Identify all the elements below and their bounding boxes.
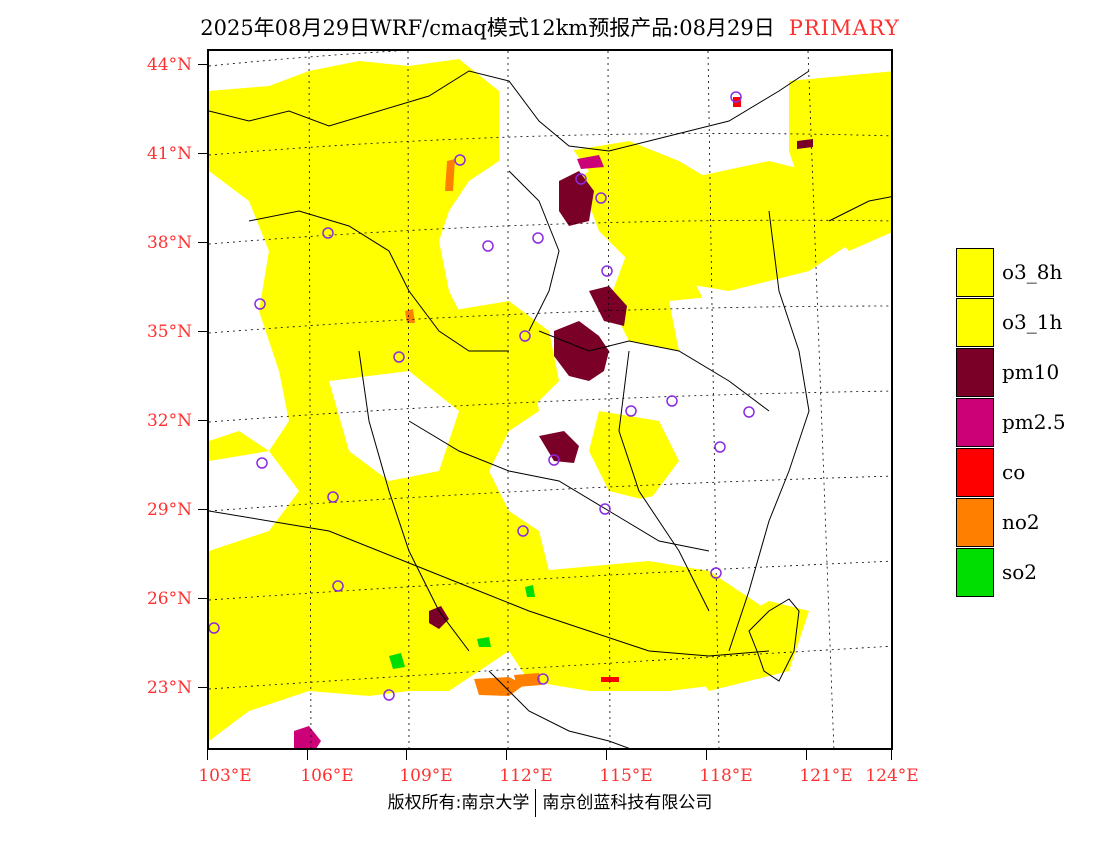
copyright-footer: 版权所有:南京大学 南京创蓝科技有限公司 xyxy=(0,788,1100,817)
lon-label-115: 115°E xyxy=(599,766,653,786)
pollution-map[interactable] xyxy=(207,49,893,750)
legend-swatch xyxy=(956,348,994,397)
legend-swatch xyxy=(956,498,994,547)
lat-label-35: 35°N xyxy=(146,322,192,342)
map-title: 2025年08月29日WRF/cmaq模式12km预报产品:08月29日 PRIM… xyxy=(0,12,1100,42)
copyright-owner: 版权所有:南京大学 xyxy=(387,793,530,813)
lon-label-106: 106°E xyxy=(300,766,354,786)
tick xyxy=(706,750,707,760)
lat-label-41: 41°N xyxy=(146,144,192,164)
tick xyxy=(198,153,208,154)
tick xyxy=(207,750,208,760)
legend-swatch xyxy=(956,548,994,597)
tick xyxy=(198,420,208,421)
tick xyxy=(406,750,407,760)
pm25-regions xyxy=(294,155,604,748)
legend-label: so2 xyxy=(1002,560,1038,584)
tick xyxy=(891,750,892,760)
pm10-regions xyxy=(429,139,813,629)
lat-label-26: 26°N xyxy=(146,589,192,609)
clear-regions xyxy=(209,131,891,611)
legend-swatch xyxy=(956,398,994,447)
legend-swatch xyxy=(956,248,994,297)
city-markers xyxy=(209,91,755,701)
o3-regions xyxy=(209,59,891,741)
lon-label-121: 121°E xyxy=(799,766,853,786)
lon-label-124: 124°E xyxy=(865,766,919,786)
legend-label: o3_8h xyxy=(1002,260,1063,284)
tick xyxy=(506,750,507,760)
copyright-company: 南京创蓝科技有限公司 xyxy=(542,793,713,813)
tick xyxy=(198,64,208,65)
legend-label: no2 xyxy=(1002,510,1040,534)
legend-label: pm2.5 xyxy=(1002,410,1066,434)
graticule xyxy=(209,51,891,748)
footer-divider xyxy=(535,789,537,817)
lon-label-109: 109°E xyxy=(399,766,453,786)
lat-label-38: 38°N xyxy=(146,233,192,253)
lat-label-29: 29°N xyxy=(146,500,192,520)
province-borders xyxy=(209,70,891,748)
lat-label-44: 44°N xyxy=(146,55,192,75)
legend-swatch xyxy=(956,448,994,497)
legend-swatch xyxy=(956,298,994,347)
title-text: 2025年08月29日WRF/cmaq模式12km预报产品:08月29日 xyxy=(200,16,775,40)
lat-label-32: 32°N xyxy=(146,411,192,431)
lat-label-23: 23°N xyxy=(146,678,192,698)
lon-label-103: 103°E xyxy=(198,766,252,786)
legend-label: o3_1h xyxy=(1002,310,1063,334)
tick xyxy=(198,598,208,599)
tick xyxy=(806,750,807,760)
tick xyxy=(198,509,208,510)
tick xyxy=(198,331,208,332)
map-canvas xyxy=(209,51,891,748)
lon-label-118: 118°E xyxy=(699,766,753,786)
so2-regions xyxy=(389,585,535,669)
tick xyxy=(307,750,308,760)
legend-label: pm10 xyxy=(1002,360,1060,384)
tick xyxy=(606,750,607,760)
primary-label: PRIMARY xyxy=(788,16,900,40)
lon-label-112: 112°E xyxy=(499,766,553,786)
tick xyxy=(198,242,208,243)
tick xyxy=(198,687,208,688)
legend-label: co xyxy=(1002,460,1026,484)
